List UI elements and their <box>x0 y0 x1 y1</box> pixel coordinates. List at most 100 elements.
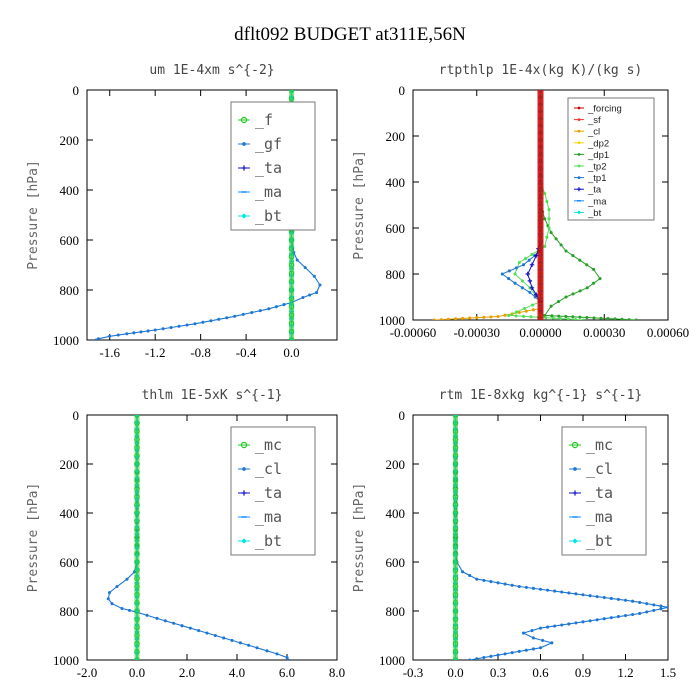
data-point <box>513 281 517 285</box>
data-point <box>489 654 493 658</box>
y-tick-label: 1000 <box>53 653 79 668</box>
x-tick-label: -0.4 <box>236 345 257 360</box>
data-point <box>96 337 100 340</box>
legend-label: _ma <box>586 508 613 526</box>
plot-area <box>432 90 638 320</box>
data-point <box>145 613 149 617</box>
data-point <box>525 271 530 277</box>
y-axis-label: Pressure [hPa] <box>26 160 41 270</box>
series-line <box>434 90 541 320</box>
y-tick-label: 600 <box>60 233 80 248</box>
legend-marker <box>572 490 578 496</box>
data-point <box>482 578 486 582</box>
legend-item: _bt <box>574 208 602 219</box>
data-point <box>538 587 543 591</box>
legend-label: _ma <box>255 508 282 526</box>
data-point <box>489 580 493 584</box>
legend-marker <box>571 441 579 449</box>
legend-marker <box>572 538 578 544</box>
chart-title: um 1E-4xm s^{-2} <box>149 63 274 78</box>
x-tick-label: -2.0 <box>77 665 98 680</box>
data-point <box>439 318 443 320</box>
data-point <box>507 269 511 273</box>
data-point <box>517 584 521 589</box>
data-point <box>500 272 504 276</box>
data-point <box>529 315 533 319</box>
data-point <box>595 618 599 622</box>
data-point <box>513 272 517 276</box>
data-point <box>645 602 649 606</box>
data-point <box>652 608 656 612</box>
plot-frame <box>86 414 338 661</box>
data-point <box>613 317 617 320</box>
data-point <box>503 582 507 586</box>
legend-label: _sf <box>587 115 601 126</box>
data-point <box>567 591 571 595</box>
data-point <box>546 588 550 592</box>
legend-label: _ma <box>255 183 282 201</box>
data-point <box>530 252 534 256</box>
data-point <box>588 594 592 598</box>
y-tick-label: 0 <box>73 83 80 98</box>
legend-label: _forcing <box>587 104 622 115</box>
data-point <box>578 258 582 262</box>
data-point <box>201 320 205 324</box>
data-point <box>538 626 543 630</box>
legend-label: _tp1 <box>587 173 607 184</box>
data-point <box>120 607 124 611</box>
data-point <box>631 612 635 617</box>
data-point <box>188 626 192 630</box>
data-point <box>578 315 582 319</box>
data-point <box>217 317 221 321</box>
data-point <box>507 277 511 281</box>
x-tick-label: -0.00060 <box>390 325 437 340</box>
data-point <box>530 629 534 633</box>
data-point <box>275 652 279 656</box>
data-point <box>110 602 114 606</box>
data-point <box>517 649 521 653</box>
data-point <box>230 638 234 642</box>
data-point <box>312 274 316 278</box>
series-line <box>540 90 637 320</box>
data-point <box>510 651 514 655</box>
data-point <box>581 620 585 624</box>
data-point <box>468 316 472 320</box>
data-point <box>517 310 521 315</box>
legend-item: _mc <box>569 436 613 454</box>
y-tick-label: 200 <box>60 133 80 148</box>
series-cl <box>432 90 543 320</box>
data-point <box>560 623 564 627</box>
data-point <box>557 314 561 318</box>
data-point <box>553 589 557 593</box>
data-point <box>520 286 524 290</box>
legend-item: _f <box>238 111 273 129</box>
data-point <box>475 316 479 320</box>
data-point <box>507 313 511 317</box>
data-point <box>163 619 167 623</box>
legend-item: _tp1 <box>574 173 607 184</box>
legend-marker <box>241 213 247 219</box>
x-tick-label: 0.9 <box>575 665 591 680</box>
legend: _mc _cl _ta _ma _bt <box>561 426 647 556</box>
legend-box <box>230 101 316 231</box>
data-point <box>524 256 528 261</box>
data-point <box>623 614 628 618</box>
legend-item: _tp2 <box>574 162 607 173</box>
y-tick-label: 200 <box>386 129 406 144</box>
data-point <box>514 266 518 270</box>
data-point <box>482 315 486 319</box>
data-point <box>551 316 555 320</box>
data-point <box>267 307 271 311</box>
data-point <box>620 317 624 320</box>
y-axis-label: Pressure [hPa] <box>352 150 367 260</box>
data-point <box>602 595 606 600</box>
data-point <box>258 309 262 313</box>
data-point <box>496 653 500 657</box>
y-tick-label: 200 <box>386 457 406 472</box>
data-point <box>94 338 98 340</box>
data-point <box>567 622 571 626</box>
data-point <box>503 313 507 317</box>
data-point <box>139 330 143 334</box>
data-point <box>146 329 150 333</box>
data-point <box>554 237 558 241</box>
